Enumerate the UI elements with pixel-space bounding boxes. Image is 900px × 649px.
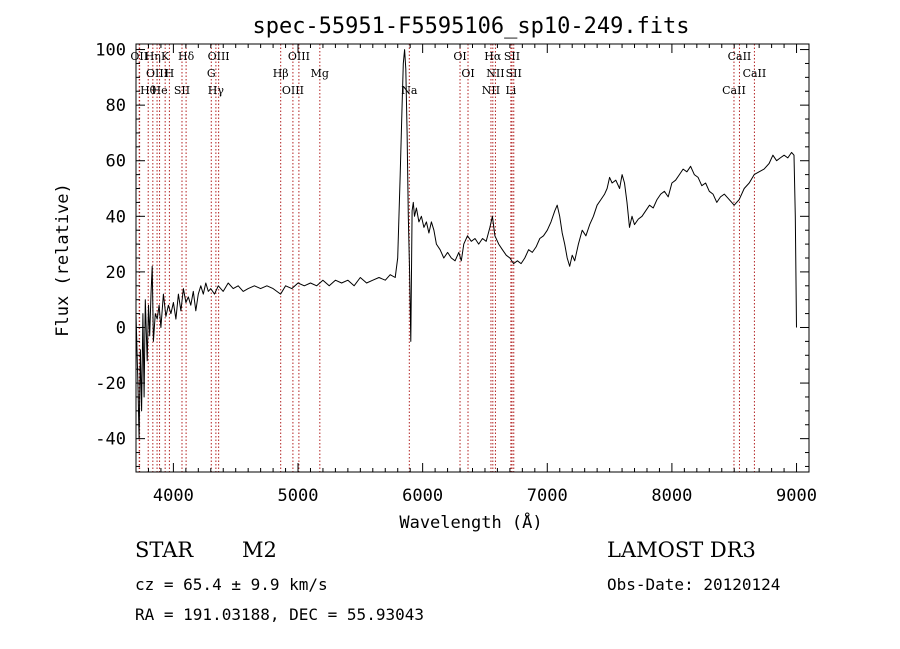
- y-tick-label: 60: [106, 152, 126, 172]
- survey-name: LAMOST DR3: [607, 538, 756, 562]
- y-tick-label: 20: [106, 263, 126, 283]
- spectral-line-markers: [138, 44, 755, 472]
- y-axis-label: Flux (relative): [53, 183, 73, 337]
- y-axis-ticks: -40 -20 0 20 40 60 80 100: [95, 41, 809, 467]
- spectral-line-label: SII: [506, 67, 522, 80]
- x-tick-label: 4000: [153, 486, 194, 506]
- object-type: STAR: [135, 538, 194, 562]
- spectral-line-label: OIII: [208, 50, 230, 63]
- spectral-line-label: SII: [174, 84, 190, 97]
- spectral-line-label: OIII: [288, 50, 310, 63]
- spectral-line-label: NII: [486, 67, 504, 80]
- spectral-line-label: OIII: [146, 67, 168, 80]
- y-tick-label: 40: [106, 207, 126, 227]
- chart-title: spec-55951-F5595106_sp10-249.fits: [252, 14, 689, 39]
- x-tick-label: 5000: [278, 486, 319, 506]
- spectral-line-label: H: [165, 67, 175, 80]
- spectral-line-label: K: [161, 50, 170, 63]
- x-tick-label: 9000: [776, 486, 817, 506]
- y-tick-label: -20: [95, 374, 126, 394]
- y-tick-label: 0: [116, 318, 126, 338]
- spectral-line-label: Na: [401, 84, 418, 97]
- spectral-line-label: Hη: [145, 50, 161, 63]
- spectral-line-label: SII: [504, 50, 520, 63]
- spectral-line-label: CaII: [728, 50, 752, 63]
- x-axis-label: Wavelength (Å): [399, 511, 542, 533]
- spectral-line-label: OII: [130, 50, 148, 63]
- y-tick-label: -40: [95, 430, 126, 450]
- spectral-line-label: He: [152, 84, 168, 97]
- spectral-line-label: OI: [461, 67, 474, 80]
- spectral-line-label: CaII: [722, 84, 746, 97]
- y-tick-label: 80: [106, 96, 126, 116]
- spectral-line-label: Li: [505, 84, 516, 97]
- plot-frame: [135, 43, 810, 473]
- spectral-line-label: G: [207, 67, 216, 80]
- spectral-line-labels: OIIHθHηOIIIHeKHSIIHδGHγOIIIHβOIIIOIIIMgN…: [130, 50, 766, 97]
- spectral-line-label: OIII: [282, 84, 304, 97]
- spectral-line-label: Hα: [484, 50, 502, 63]
- observation-date: Obs-Date: 20120124: [607, 575, 781, 594]
- spectral-line-label: Mg: [311, 67, 329, 80]
- spectral-line-label: CaII: [743, 67, 767, 80]
- spectral-line-label: NII: [482, 84, 500, 97]
- spectral-line-label: Hβ: [273, 67, 289, 80]
- x-tick-label: 6000: [402, 486, 443, 506]
- spectral-line-label: Hγ: [208, 84, 225, 97]
- redshift-text: cz = 65.4 ± 9.9 km/s: [135, 575, 328, 594]
- y-tick-label: 100: [95, 41, 126, 61]
- x-tick-label: 7000: [527, 486, 568, 506]
- coordinates-text: RA = 191.03188, DEC = 55.93043: [135, 605, 424, 624]
- x-tick-label: 8000: [651, 486, 692, 506]
- spectral-line-label: Hδ: [178, 50, 195, 63]
- spectral-line-label: Hθ: [140, 84, 157, 97]
- spectral-subclass: M2: [242, 538, 277, 562]
- spectrum-line: [135, 49, 797, 440]
- x-axis-ticks: 4000 5000 6000 7000 8000 9000: [135, 44, 817, 506]
- spectral-line-label: OI: [453, 50, 466, 63]
